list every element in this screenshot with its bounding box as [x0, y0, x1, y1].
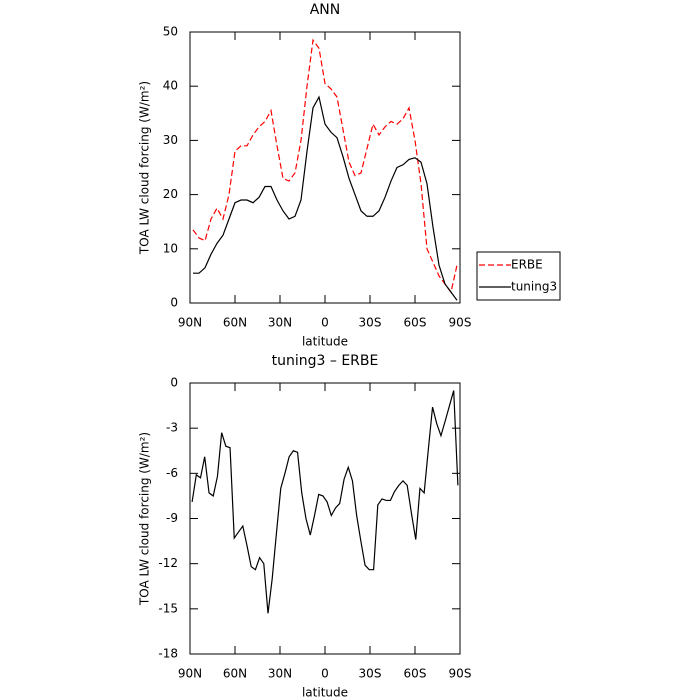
x-tick-label: 30S — [359, 667, 382, 681]
chart-title: ANN — [310, 2, 341, 18]
x-tick-label: 60S — [404, 667, 427, 681]
x-tick-label: 0 — [321, 316, 329, 330]
x-tick-label: 30N — [268, 667, 292, 681]
x-tick-label: 60S — [404, 316, 427, 330]
x-axis-label: latitude — [302, 335, 348, 349]
y-tick-label: -12 — [158, 556, 178, 570]
y-tick-label: -6 — [166, 466, 178, 480]
y-tick-label: -15 — [158, 601, 178, 615]
x-tick-label: 30S — [359, 316, 382, 330]
y-tick-label: -18 — [158, 647, 178, 661]
y-tick-label: -9 — [166, 511, 178, 525]
plot-frame — [189, 31, 461, 304]
y-tick-label: 20 — [163, 187, 178, 201]
legend-box — [476, 251, 561, 301]
legend: ERBE tuning3 — [476, 251, 561, 301]
x-tick-label: 90N — [178, 667, 202, 681]
y-tick-label: 10 — [163, 241, 178, 255]
y-tick-label: -3 — [166, 421, 178, 435]
x-tick-label: 90S — [449, 667, 472, 681]
y-tick-label: 50 — [163, 25, 178, 39]
y-tick-label: 30 — [163, 133, 178, 147]
legend-label: ERBE — [511, 258, 543, 272]
y-tick-label: 0 — [170, 296, 178, 310]
y-tick-label: 0 — [170, 376, 178, 390]
x-axis-label: latitude — [302, 686, 348, 700]
x-tick-label: 90N — [178, 316, 202, 330]
y-axis-label: TOA LW cloud forcing (W/m²) — [138, 432, 152, 606]
series-line — [191, 390, 459, 614]
x-tick-label: 90S — [449, 316, 472, 330]
y-tick-label: 40 — [163, 79, 178, 93]
chart-title: tuning3 – ERBE — [272, 353, 379, 369]
x-tick-label: 60N — [223, 316, 247, 330]
series-line — [192, 38, 458, 294]
y-axis-label: TOA LW cloud forcing (W/m²) — [138, 81, 152, 255]
x-tick-label: 60N — [223, 667, 247, 681]
legend-label: tuning3 — [511, 280, 557, 294]
plot-frame — [189, 382, 461, 655]
x-tick-label: 0 — [321, 667, 329, 681]
x-tick-label: 30N — [268, 316, 292, 330]
series-line — [193, 95, 458, 301]
